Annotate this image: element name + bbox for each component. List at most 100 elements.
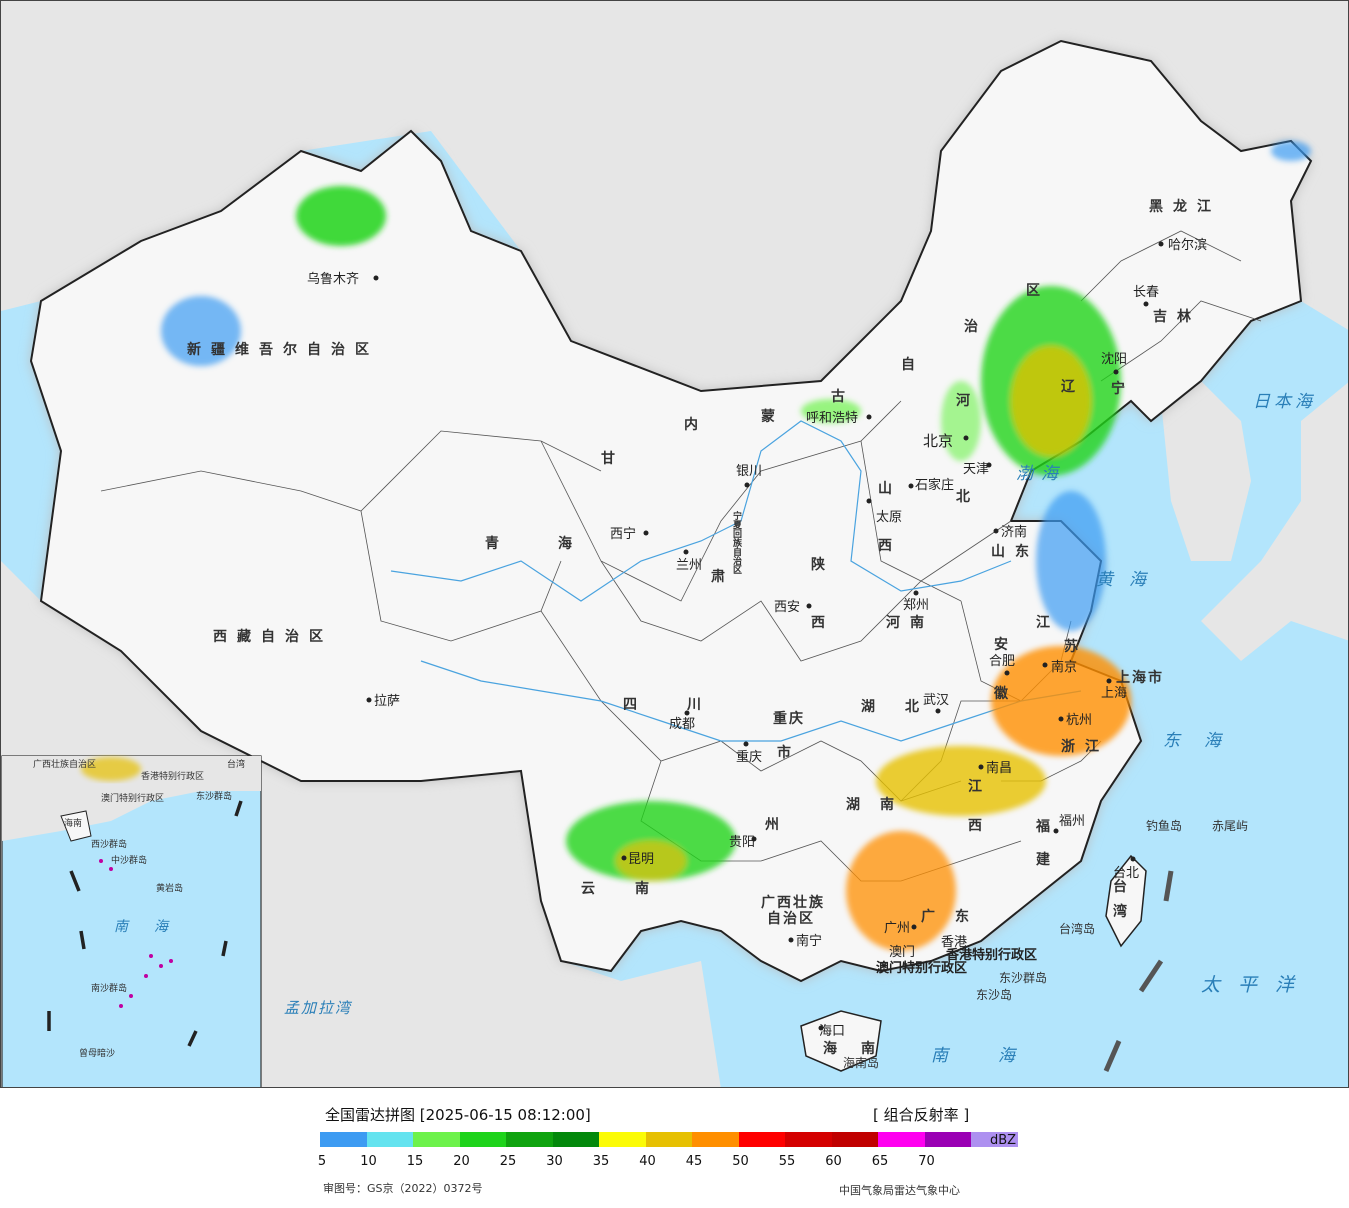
prov-guangxi-2: 自治区 (767, 910, 815, 927)
colorbar-tick: 40 (639, 1154, 656, 1169)
colorbar-tick: 30 (546, 1154, 563, 1169)
inset-zhongsha: 中沙群岛 (111, 854, 147, 866)
inset-zengmu: 曾母暗沙 (79, 1047, 115, 1059)
inset-dongsha: 东沙群岛 (196, 790, 232, 802)
city-xining: 西宁 (610, 526, 636, 542)
city-chongqing: 重庆 (736, 749, 762, 765)
prov-taiwan-1: 台 (1113, 878, 1137, 895)
colorbar-cell (831, 1132, 878, 1147)
sea-south: 南海 (931, 1046, 1065, 1066)
prov-shanxi-2: 西 (878, 538, 902, 554)
city-xian: 西安 (774, 600, 800, 615)
inset-map: 广西壮族自治区 香港特别行政区 澳门特别行政区 台湾 东沙群岛 海南 西沙群岛 … (1, 755, 262, 1087)
city-shenyang: 沈阳 (1101, 352, 1127, 367)
prov-henan: 河南 (886, 614, 934, 631)
prov-guizhou: 州 (764, 817, 789, 833)
inset-huangyan: 黄岩岛 (156, 882, 183, 894)
prov-sichuan: 四川 (623, 697, 751, 713)
city-yinchuan: 银川 (736, 464, 762, 479)
prov-jiangsu-1: 江 (1036, 614, 1060, 631)
colorbar-tick: 50 (732, 1154, 749, 1169)
prov-hubei: 湖北 (861, 699, 949, 715)
sea-bohai: 渤海 (1016, 464, 1066, 484)
prov-guangxi-1: 广西壮族 (761, 894, 825, 911)
prov-qinghai-2: 海 (558, 535, 582, 552)
prov-anhui-1: 安 (994, 636, 1018, 653)
city-lanzhou: 兰州 (676, 558, 702, 573)
city-urumqi: 乌鲁木齐 (307, 271, 359, 287)
city-nanchang: 南昌 (986, 760, 1012, 776)
sea-pacific: 太平洋 (1201, 974, 1312, 996)
colorbar-cell (459, 1132, 506, 1147)
prov-guangdong: 广东 (921, 908, 989, 925)
city-nanning: 南宁 (796, 933, 822, 949)
sea-japan: 日本海 (1253, 392, 1316, 412)
colorbar-tick: 20 (453, 1154, 470, 1169)
province-labels: 新疆维吾尔自治区 西藏自治区 青 海 甘 肃 内 蒙 古 自 治 区 黑龙江 吉… (187, 198, 1211, 1057)
inset-xisha: 西沙群岛 (91, 838, 127, 850)
prov-nmg-6: 区 (1026, 283, 1050, 299)
prov-jiangxi-2: 西 (968, 818, 992, 834)
foreign-land-korea (1161, 381, 1251, 561)
prov-liaoning-2: 宁 (1111, 380, 1135, 397)
colorbar-tick: 5 (317, 1154, 327, 1169)
colorbar-cell (366, 1132, 413, 1147)
colorbar-tick: 25 (499, 1154, 517, 1169)
city-shijiazhuang: 石家庄 (915, 477, 954, 493)
prov-liaoning-1: 辽 (1061, 379, 1085, 395)
label-hk-short: 香港 (941, 935, 967, 950)
rivers (390, 420, 1082, 742)
prov-nmg-1: 内 (684, 416, 708, 433)
inset-guangxi: 广西壮族自治区 (33, 758, 96, 770)
inset-nanhai: 南海 (114, 919, 194, 935)
colorbar-cell (878, 1132, 925, 1147)
inset-hk: 香港特别行政区 (141, 770, 204, 782)
colorbar-cell (552, 1132, 599, 1147)
city-jinan: 济南 (1001, 524, 1027, 540)
colorbar-cell (692, 1132, 739, 1147)
colorbar-tick: 45 (685, 1154, 703, 1169)
prov-shaanxi-1: 陕 (811, 556, 835, 573)
inset-macau: 澳门特别行政区 (101, 792, 164, 804)
prov-shanghai: 上海市 (1116, 669, 1164, 686)
foreign-land-north (1, 1, 1348, 391)
colorbar-cell (413, 1132, 460, 1147)
prov-jilin: 吉林 (1153, 308, 1201, 325)
dash-line (1103, 870, 1174, 1072)
legend-title: 全国雷达拼图 [2025-06-15 08:12:00] (325, 1106, 591, 1124)
radar-map: 新疆维吾尔自治区 西藏自治区 青 海 甘 肃 内 蒙 古 自 治 区 黑龙江 吉… (0, 0, 1349, 1088)
prov-hebei-1: 河 (956, 392, 980, 409)
city-hefei: 合肥 (989, 654, 1015, 669)
inset-nansha: 南沙群岛 (91, 982, 127, 994)
colorbar-cell (599, 1132, 646, 1147)
taiwan-land (1105, 854, 1147, 948)
city-hohhot: 呼和浩特 (806, 411, 858, 426)
city-dots (366, 241, 1164, 1031)
prov-chongqing-1: 重庆 (773, 710, 805, 727)
colorbar-tick: 55 (778, 1154, 796, 1169)
prov-taiwan-2: 湾 (1113, 903, 1137, 920)
city-zhengzhou: 郑州 (903, 598, 929, 613)
legend-unit: dBZ (990, 1133, 1017, 1148)
city-kunming: 昆明 (628, 852, 654, 867)
foreign-land-japan (1201, 382, 1348, 661)
colorbar (320, 1132, 1018, 1147)
island-labels: 钓鱼岛 赤尾屿 台湾岛 东沙群岛 东沙岛 海南岛 (843, 818, 1248, 1070)
prov-yunnan: 云南 (581, 880, 689, 897)
city-nanjing: 南京 (1051, 659, 1077, 675)
prov-qinghai-1: 青 (485, 535, 509, 552)
label-macau: 澳门特别行政区 (876, 960, 967, 976)
colorbar-tick: 70 (918, 1154, 935, 1169)
radar-echoes (161, 141, 1311, 951)
prov-anhui-2: 徽 (993, 685, 1018, 702)
colorbar-tick: 60 (825, 1154, 842, 1169)
city-wuhan: 武汉 (923, 693, 949, 708)
label-hongkong: 香港特别行政区 (945, 947, 1037, 963)
prov-gansu-1: 甘 (601, 450, 625, 467)
prov-nmg-2: 蒙 (761, 408, 785, 425)
colorbar-ticks: 5 10 15 20 25 30 35 40 45 50 55 60 65 70 (317, 1154, 980, 1172)
prov-hunan: 湖南 (846, 796, 914, 813)
prov-nmg-3: 古 (831, 388, 855, 405)
sea-east: 东海 (1163, 731, 1245, 751)
city-fuzhou: 福州 (1059, 814, 1085, 829)
